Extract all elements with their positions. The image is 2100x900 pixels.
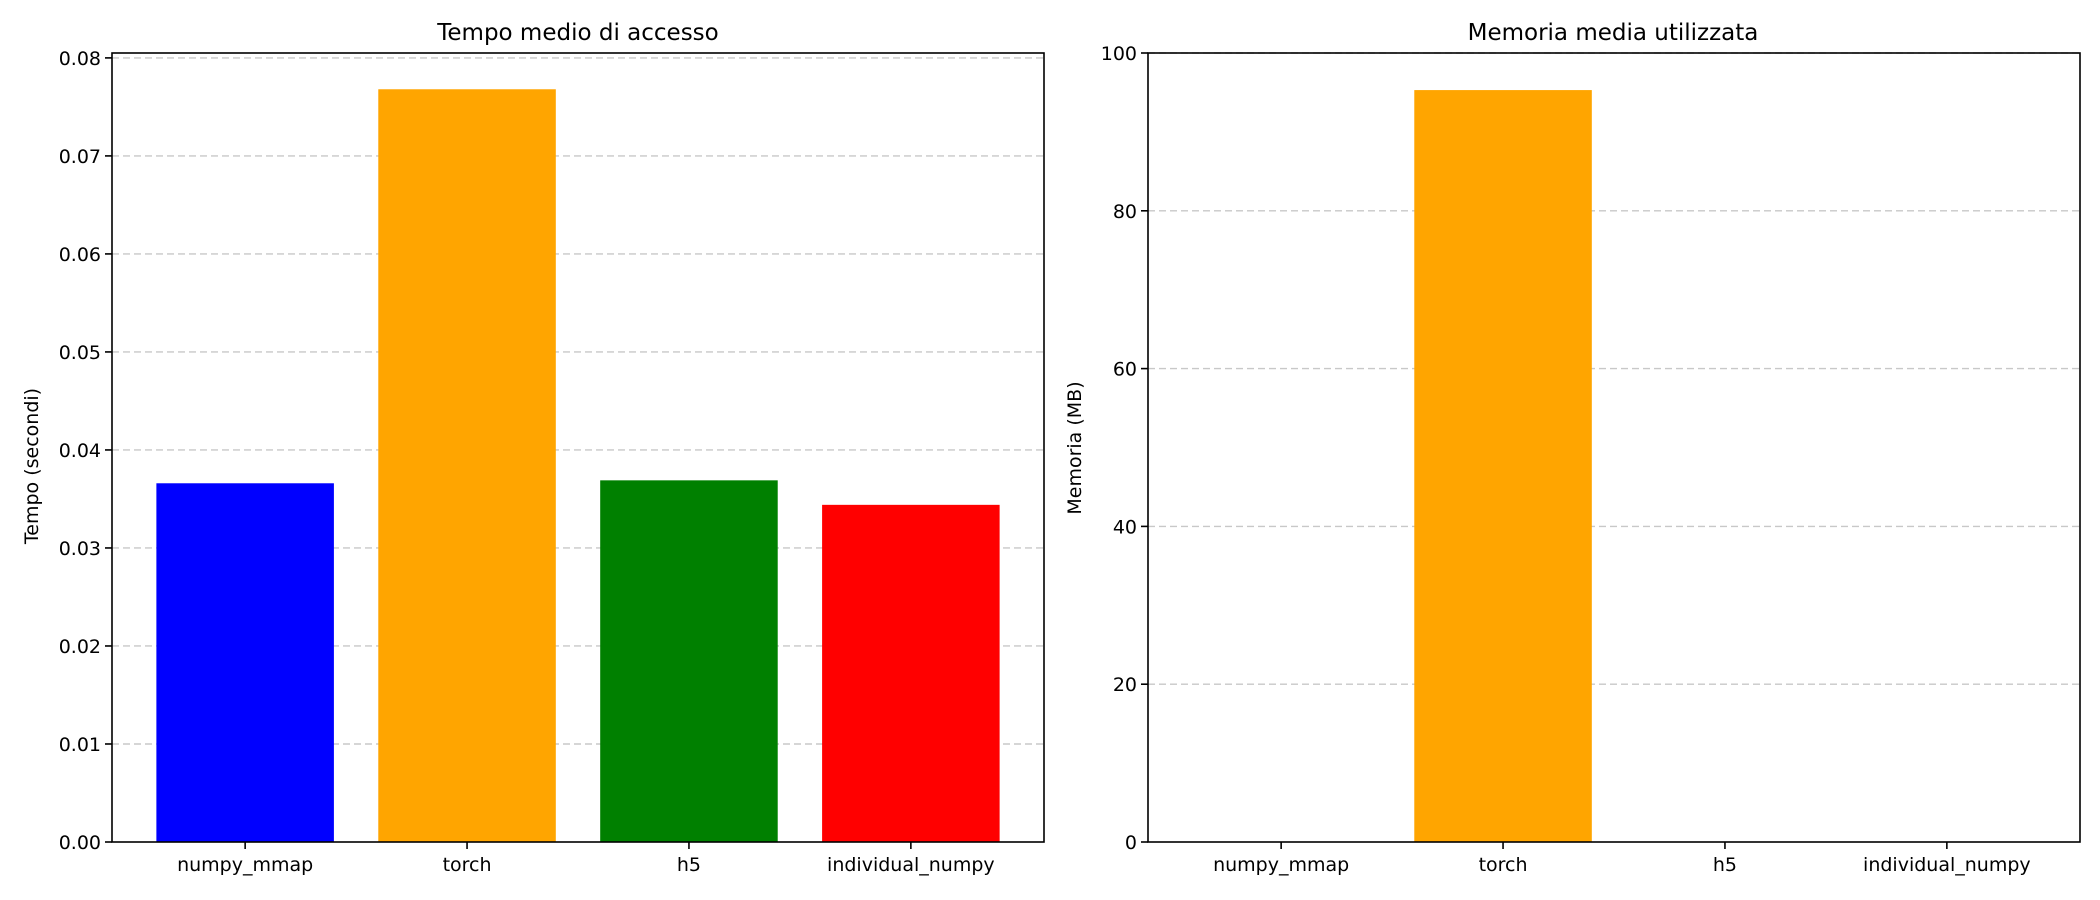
time-chart-y-tick-label: 0.02	[59, 636, 101, 658]
time-chart-x-tick-label: numpy_mmap	[177, 854, 313, 876]
time-chart-y-tick-label: 0.06	[59, 244, 101, 266]
time-chart-x-tick-label: torch	[443, 854, 492, 876]
memory-chart-y-tick-label: 100	[1101, 43, 1137, 65]
time-chart-title: Tempo medio di accesso	[436, 20, 718, 46]
memory-chart: Memoria media utilizzata Memoria (MB) 0 2…	[1064, 20, 2081, 876]
memory-chart-y-axis-label: Memoria (MB)	[1064, 381, 1086, 514]
time-chart-axes: 0.00 0.01 0.02 0.03 0.04 0.05 0.06 0.07 0.08 nump…	[59, 48, 995, 876]
time-chart-y-tick-label: 0.03	[59, 538, 101, 560]
time-chart-plot-frame	[111, 52, 1045, 843]
time-chart-y-tick-label: 0.07	[59, 146, 101, 168]
time-chart-y-tick-label: 0.00	[59, 832, 101, 854]
time-chart-bar-h5	[600, 480, 778, 842]
memory-chart-bars	[1414, 90, 1592, 842]
time-chart-bar-individual_numpy	[822, 504, 1000, 842]
memory-chart-axes: 0 20 40 60 80 100 numpy_mmap torch h5 individual_…	[1101, 43, 2031, 876]
memory-chart-x-tick-label: torch	[1479, 854, 1528, 876]
time-chart-y-axis-label: Tempo (secondi)	[21, 388, 43, 545]
memory-chart-y-tick-label: 20	[1113, 674, 1137, 696]
memory-chart-y-tick-label: 0	[1125, 832, 1137, 854]
memory-chart-plot-frame	[1147, 52, 2081, 843]
time-chart-y-tick-label: 0.01	[59, 734, 101, 756]
memory-chart-gridlines	[1148, 52, 2080, 685]
time-chart-x-tick-label: individual_numpy	[827, 854, 995, 876]
time-chart-y-tick-label: 0.05	[59, 342, 101, 364]
memory-chart-x-tick-label: h5	[1713, 854, 1737, 876]
memory-chart-y-tick-label: 80	[1113, 201, 1137, 223]
time-chart: Tempo medio di accesso Tempo (secondi) 0…	[21, 20, 1045, 876]
memory-chart-y-tick-label: 60	[1113, 359, 1137, 381]
memory-chart-x-tick-label: numpy_mmap	[1213, 854, 1349, 876]
time-chart-bars	[156, 89, 1000, 843]
memory-chart-y-tick-label: 40	[1113, 516, 1137, 538]
time-chart-x-tick-label: h5	[677, 854, 701, 876]
time-chart-y-tick-label: 0.08	[59, 48, 101, 70]
memory-chart-x-tick-label: individual_numpy	[1863, 854, 2031, 876]
time-chart-y-tick-label: 0.04	[59, 440, 101, 462]
memory-chart-bar-torch	[1414, 90, 1592, 842]
memory-chart-title: Memoria media utilizzata	[1468, 20, 1759, 46]
time-chart-bar-torch	[378, 89, 556, 843]
time-chart-bar-numpy_mmap	[156, 483, 334, 842]
